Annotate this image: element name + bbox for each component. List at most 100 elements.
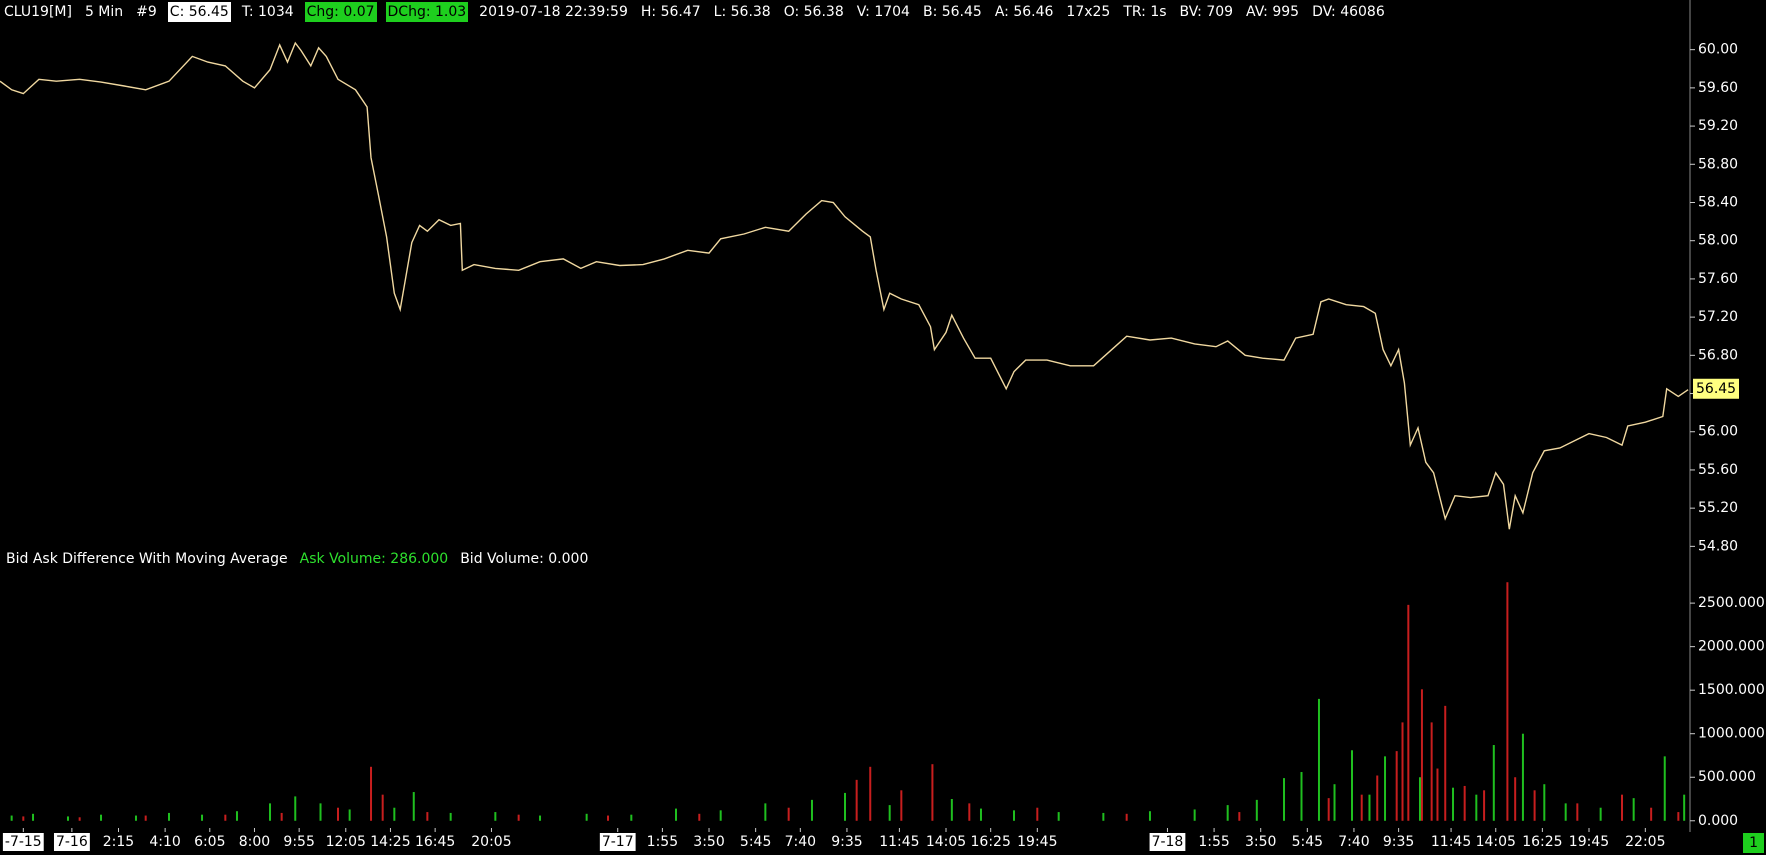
last-price-box bbox=[1693, 378, 1739, 399]
indicator-title: Bid Ask Difference With Moving Average bbox=[6, 551, 288, 567]
volume-bar bbox=[810, 799, 813, 821]
price-line bbox=[0, 41, 1689, 530]
volume-bar bbox=[1452, 787, 1455, 821]
volume-bar bbox=[869, 766, 872, 821]
volume-bar bbox=[1475, 794, 1478, 821]
x-tick-label: 7:40 bbox=[1338, 834, 1369, 850]
x-tick-label: 14:05 bbox=[926, 834, 966, 850]
x-tick-label: 5:45 bbox=[1292, 834, 1323, 850]
quote-field: DChg: 1.03 bbox=[385, 2, 469, 22]
volume-bar bbox=[100, 814, 103, 821]
volume-bar bbox=[78, 817, 81, 821]
volume-bar bbox=[370, 766, 373, 821]
volume-bar bbox=[1384, 756, 1387, 821]
volume-bar bbox=[787, 807, 790, 821]
volume-bar bbox=[950, 799, 953, 821]
volume-bar bbox=[698, 813, 701, 821]
x-tick-label: 1:55 bbox=[647, 834, 678, 850]
quote-field: B: 56.45 bbox=[922, 4, 982, 20]
volume-bar bbox=[888, 805, 891, 821]
volume-bar bbox=[412, 792, 415, 821]
volume-bar bbox=[1564, 803, 1567, 821]
volume-bar bbox=[449, 812, 452, 821]
legend-entry: Ask Volume: 286.000 bbox=[299, 551, 449, 567]
quote-field: A: 56.46 bbox=[994, 4, 1054, 20]
y-tick-label: 55.20 bbox=[1698, 500, 1738, 516]
volume-bar bbox=[10, 815, 13, 821]
volume-bar bbox=[1283, 778, 1286, 821]
volume-bar bbox=[585, 813, 588, 821]
y-tick-label: 57.20 bbox=[1698, 309, 1738, 325]
y-tick-label: 2000.000 bbox=[1698, 639, 1765, 655]
quote-field: Chg: 0.07 bbox=[304, 2, 377, 22]
y-tick-label: 54.80 bbox=[1698, 538, 1738, 554]
y-tick-label: 2500.000 bbox=[1698, 595, 1765, 611]
y-tick-label: 59.60 bbox=[1698, 80, 1738, 96]
volume-bar bbox=[539, 815, 542, 821]
x-tick-label: 11:45 bbox=[1431, 834, 1471, 850]
volume-bar bbox=[319, 803, 322, 821]
volume-bar bbox=[1483, 790, 1486, 821]
x-tick-label: 11:45 bbox=[879, 834, 919, 850]
quote-field: 17x25 bbox=[1066, 4, 1111, 20]
volume-bar bbox=[1360, 794, 1363, 821]
x-tick-label: 7-17 bbox=[602, 834, 634, 850]
volume-bar bbox=[1327, 798, 1330, 821]
x-tick-label: 14:05 bbox=[1476, 834, 1516, 850]
page-badge[interactable]: 1 bbox=[1743, 833, 1764, 853]
x-tick-label: -7-15 bbox=[5, 834, 42, 850]
x-tick-label: 19:45 bbox=[1569, 834, 1609, 850]
volume-bar bbox=[1407, 604, 1410, 821]
volume-bar bbox=[1401, 722, 1404, 821]
volume-bar bbox=[1533, 790, 1536, 821]
y-tick-label: 1000.000 bbox=[1698, 726, 1765, 742]
volume-bar bbox=[1430, 722, 1433, 821]
volume-bar bbox=[844, 792, 846, 821]
y-tick-label: 55.60 bbox=[1698, 462, 1738, 478]
x-tick-label: 9:55 bbox=[283, 834, 314, 850]
last-price-label: 56.45 bbox=[1696, 381, 1736, 397]
volume-bar bbox=[294, 796, 297, 821]
volume-bar bbox=[630, 814, 633, 821]
y-tick-label: 1500.000 bbox=[1698, 682, 1765, 698]
volume-bar bbox=[1677, 812, 1680, 821]
quote-field: #9 bbox=[136, 4, 157, 20]
volume-bar bbox=[1376, 775, 1379, 821]
volume-bar bbox=[1333, 784, 1336, 821]
volume-bar bbox=[1506, 582, 1509, 821]
volume-bar bbox=[1255, 799, 1258, 821]
volume-bar bbox=[1420, 689, 1423, 821]
day-label-box bbox=[53, 833, 90, 851]
volume-bar bbox=[337, 807, 339, 821]
volume-bar bbox=[269, 803, 272, 821]
volume-bar bbox=[1036, 807, 1039, 821]
y-tick-label: 58.00 bbox=[1698, 233, 1738, 249]
volume-bar bbox=[1013, 810, 1015, 821]
volume-bar bbox=[22, 816, 25, 821]
y-tick-label: 56.80 bbox=[1698, 347, 1738, 363]
volume-bar bbox=[393, 807, 396, 821]
volume-bar bbox=[1543, 784, 1546, 821]
quote-field: 5 Min bbox=[84, 4, 124, 20]
quote-field: AV: 995 bbox=[1246, 4, 1300, 20]
volume-bar bbox=[1663, 756, 1666, 821]
volume-bar bbox=[1395, 751, 1398, 821]
volume-bar bbox=[1650, 807, 1653, 821]
day-label-box bbox=[2, 833, 44, 851]
y-tick-label: 59.20 bbox=[1698, 118, 1738, 134]
volume-bar bbox=[1351, 750, 1353, 821]
volume-bar bbox=[900, 790, 903, 821]
volume-bar bbox=[1621, 794, 1624, 821]
volume-bar bbox=[144, 815, 147, 821]
x-tick-label: 5:45 bbox=[740, 834, 771, 850]
x-tick-label: 8:00 bbox=[239, 834, 270, 850]
volume-bar bbox=[494, 812, 497, 821]
quote-field: 2019-07-18 22:39:59 bbox=[479, 4, 628, 20]
y-tick-label: 0.000 bbox=[1698, 813, 1738, 829]
quote-field: BV: 709 bbox=[1179, 4, 1234, 20]
x-tick-label: 20:05 bbox=[471, 834, 511, 850]
volume-bar bbox=[979, 808, 982, 821]
volume-bar bbox=[224, 814, 227, 821]
